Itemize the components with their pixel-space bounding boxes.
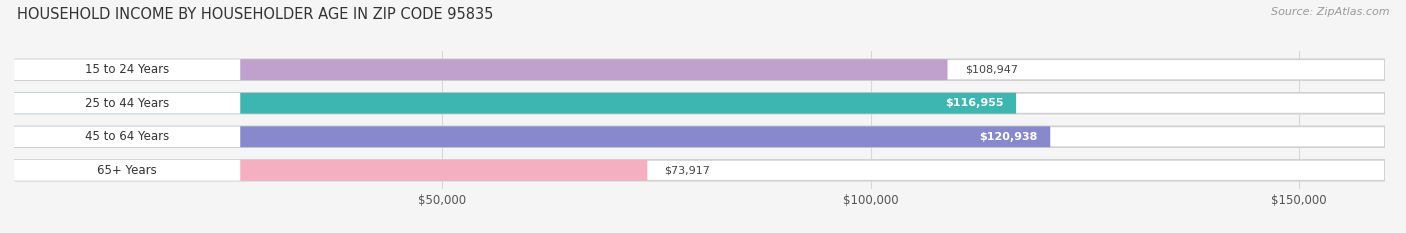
FancyBboxPatch shape xyxy=(14,59,948,80)
FancyBboxPatch shape xyxy=(14,93,1385,114)
FancyBboxPatch shape xyxy=(14,93,1017,114)
FancyBboxPatch shape xyxy=(14,59,1385,80)
FancyBboxPatch shape xyxy=(14,160,1385,181)
Text: $116,955: $116,955 xyxy=(945,98,1004,108)
FancyBboxPatch shape xyxy=(14,126,1050,147)
Text: 25 to 44 Years: 25 to 44 Years xyxy=(84,97,169,110)
Text: $120,938: $120,938 xyxy=(979,132,1038,142)
FancyBboxPatch shape xyxy=(14,160,647,181)
FancyBboxPatch shape xyxy=(14,160,240,181)
Text: Source: ZipAtlas.com: Source: ZipAtlas.com xyxy=(1271,7,1389,17)
Text: 45 to 64 Years: 45 to 64 Years xyxy=(84,130,169,143)
Text: HOUSEHOLD INCOME BY HOUSEHOLDER AGE IN ZIP CODE 95835: HOUSEHOLD INCOME BY HOUSEHOLDER AGE IN Z… xyxy=(17,7,494,22)
FancyBboxPatch shape xyxy=(14,126,240,147)
FancyBboxPatch shape xyxy=(14,93,240,114)
Text: $108,947: $108,947 xyxy=(965,65,1018,75)
Text: 65+ Years: 65+ Years xyxy=(97,164,157,177)
Text: 15 to 24 Years: 15 to 24 Years xyxy=(84,63,169,76)
Text: $73,917: $73,917 xyxy=(665,165,710,175)
FancyBboxPatch shape xyxy=(14,59,240,80)
FancyBboxPatch shape xyxy=(14,126,1385,147)
